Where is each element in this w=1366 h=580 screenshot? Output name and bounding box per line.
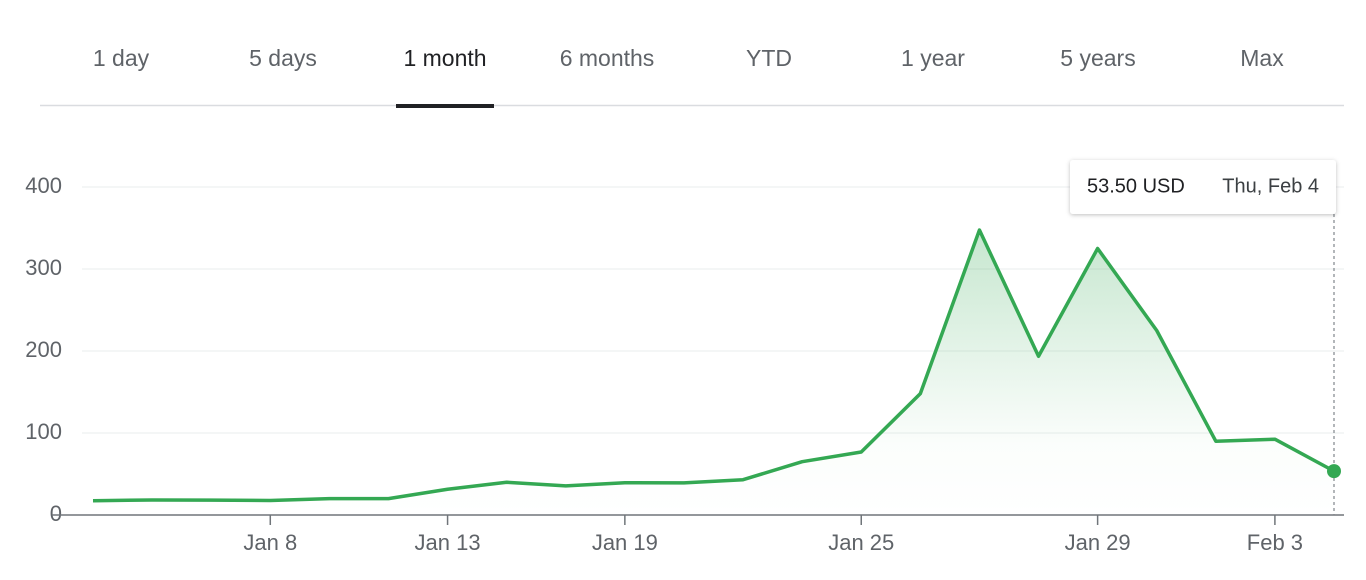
tooltip-box (1070, 160, 1336, 214)
y-tick-label: 300 (25, 255, 62, 280)
tooltip-price: 53.50 USD (1087, 175, 1185, 197)
plot: 0 100 200 300 400 Jan 8 Jan 13 Jan 19 Jan 25 Jan … (25, 173, 1344, 555)
tooltip (1070, 160, 1336, 214)
y-tick-label: 200 (25, 337, 62, 362)
price-area (93, 230, 1334, 515)
x-tick-label: Jan 25 (828, 530, 894, 555)
range-tab[interactable]: 5 days (249, 45, 317, 71)
hover-point (1327, 464, 1341, 479)
x-tick-label: Feb 3 (1247, 530, 1303, 555)
x-tick-label: Jan 13 (415, 530, 481, 555)
range-tab[interactable]: 1 day (93, 45, 150, 71)
x-tick-label: Jan 29 (1065, 530, 1131, 555)
y-tick-label: 400 (25, 173, 62, 198)
price-line (92, 228, 1335, 503)
range-tab[interactable]: YTD (746, 45, 792, 71)
x-tick-label: Jan 19 (592, 530, 658, 555)
y-tick-label: 100 (25, 419, 62, 444)
tooltip-date: Thu, Feb 4 (1222, 175, 1319, 197)
range-tabs: 1 day 5 days 1 month 6 months YTD 1 year 5 yea… (93, 45, 1284, 108)
range-tab[interactable]: Max (1240, 45, 1284, 71)
y-tick-label: 0 (50, 501, 62, 526)
range-tab[interactable]: 1 month (403, 45, 486, 71)
x-tick-label: Jan 8 (243, 530, 297, 555)
active-tab-indicator (396, 104, 494, 108)
range-tab[interactable]: 5 years (1060, 45, 1135, 71)
range-tab[interactable]: 6 months (560, 45, 655, 71)
range-tab[interactable]: 1 year (901, 45, 965, 71)
